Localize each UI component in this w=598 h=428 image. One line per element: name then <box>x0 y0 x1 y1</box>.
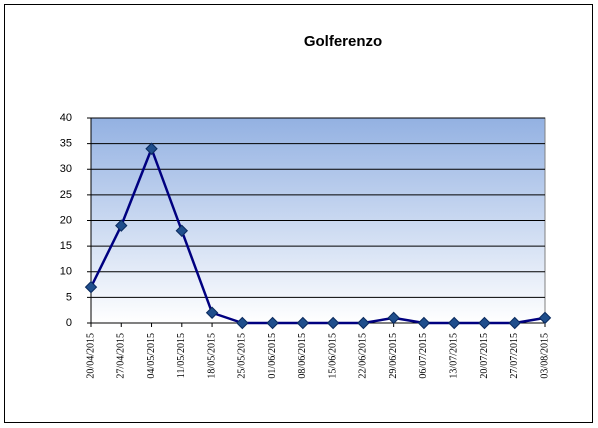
x-tick-label: 22/06/2015 <box>358 333 369 379</box>
data-marker <box>205 306 219 319</box>
x-tick-label: 27/07/2015 <box>509 333 520 379</box>
y-tick-label: 10 <box>60 266 72 278</box>
data-marker <box>296 316 310 330</box>
x-tick-label: 11/05/2015 <box>176 333 187 378</box>
x-tick-label: 13/07/2015 <box>448 333 459 379</box>
data-marker <box>236 316 249 330</box>
y-tick-label: 40 <box>60 112 72 124</box>
y-tick-label: 20 <box>60 214 72 226</box>
data-line <box>89 147 546 325</box>
x-tick-label: 20/04/2015 <box>85 333 96 379</box>
data-marker <box>417 316 431 330</box>
data-marker <box>326 316 340 330</box>
data-marker <box>508 316 521 330</box>
x-tick-label: 20/07/2015 <box>479 333 490 379</box>
x-tick-label: 01/06/2015 <box>267 333 278 379</box>
data-marker <box>538 311 552 325</box>
x-tick-label: 08/06/2015 <box>297 333 308 379</box>
data-marker <box>447 316 461 330</box>
x-tick-label: 25/05/2015 <box>237 333 248 379</box>
data-marker <box>145 142 158 155</box>
x-tick-label: 04/05/2015 <box>146 333 157 379</box>
y-tick-label: 35 <box>60 138 72 150</box>
data-marker <box>115 219 128 232</box>
y-tick-label: 15 <box>60 240 72 252</box>
y-tick-label: 0 <box>66 317 72 329</box>
x-tick-label: 18/05/2015 <box>206 333 217 379</box>
y-tick-label: 30 <box>60 163 72 175</box>
data-marker <box>357 316 370 330</box>
x-tick-label: 15/06/2015 <box>327 333 338 379</box>
data-marker <box>387 311 400 325</box>
y-tick-label: 25 <box>60 189 72 201</box>
data-marker <box>266 316 279 330</box>
y-tick-label: 5 <box>66 291 72 303</box>
x-tick-label: 29/06/2015 <box>388 333 399 379</box>
x-tick-label: 03/08/2015 <box>539 333 550 379</box>
x-tick-label: 06/07/2015 <box>418 333 429 379</box>
data-marker <box>478 316 491 330</box>
chart-title: Golferenzo <box>304 33 382 50</box>
x-tick-label: 27/04/2015 <box>116 333 127 379</box>
data-marker <box>84 280 98 294</box>
data-marker <box>175 224 189 237</box>
